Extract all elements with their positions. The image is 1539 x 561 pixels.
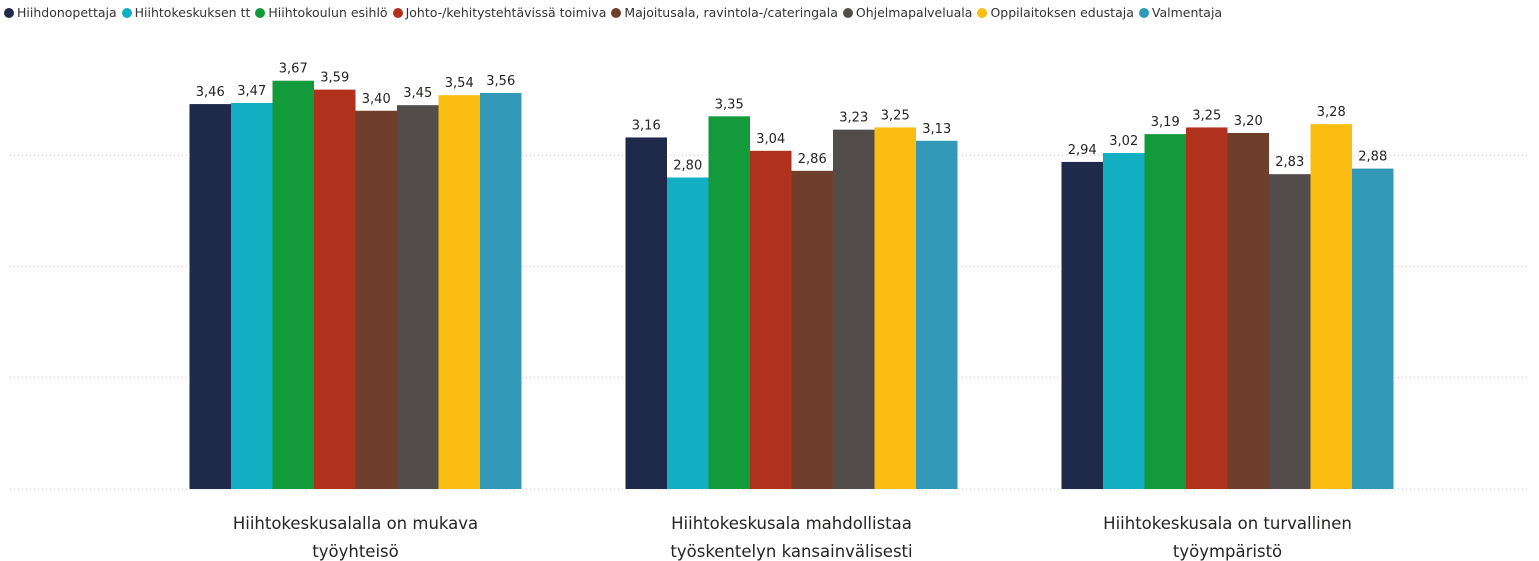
data-label: 3,28	[1317, 105, 1346, 120]
data-label: 3,40	[362, 92, 391, 107]
bar	[438, 95, 480, 490]
legend-item: Johto-/kehitystehtävissä toimiva	[392, 5, 607, 20]
data-label: 3,35	[715, 97, 744, 112]
legend-label: Hiihtokoulun esihlö	[268, 5, 388, 20]
data-label: 3,19	[1151, 115, 1180, 130]
bar	[1061, 161, 1103, 490]
bar	[189, 104, 231, 489]
bar	[1144, 134, 1186, 490]
legend-item: Hiihtokeskuksen tt	[121, 5, 251, 20]
x-tick-label: Hiihtokeskusala mahdollistaa työskentely…	[670, 514, 913, 561]
data-label: 2,88	[1358, 150, 1387, 165]
bar	[231, 102, 273, 490]
data-label: 2,80	[673, 159, 702, 174]
data-label: 3,13	[922, 122, 951, 137]
legend-label: Hiihtokeskuksen tt	[134, 5, 251, 20]
bar	[272, 80, 314, 490]
legend-dot	[1138, 7, 1149, 18]
data-label: 3,46	[196, 85, 225, 100]
bar	[1103, 153, 1145, 489]
bar	[1227, 133, 1269, 489]
bar	[625, 137, 667, 489]
data-label: 3,23	[839, 111, 868, 126]
bar	[355, 110, 397, 489]
data-label: 3,47	[237, 84, 266, 99]
data-label: 3,67	[279, 62, 308, 77]
legend-dot	[611, 7, 622, 18]
bar	[1269, 174, 1311, 489]
bar	[1310, 124, 1352, 489]
legend-item: Hiihdonopettaja	[4, 5, 117, 20]
x-tick-label: Hiihtokeskusala on turvallinen työympäri…	[1103, 514, 1352, 561]
legend-label: Majoitusala, ravintola-/cateringala	[624, 5, 838, 20]
bar	[791, 170, 833, 489]
data-label: 3,16	[632, 118, 661, 133]
legend-item: Majoitusala, ravintola-/cateringala	[611, 5, 838, 20]
data-label: 3,25	[881, 108, 910, 123]
data-label: 2,83	[1275, 155, 1304, 170]
bar	[874, 127, 916, 489]
bar	[750, 150, 792, 490]
bar	[480, 92, 522, 489]
bar	[833, 129, 875, 489]
legend-label: Valmentaja	[1151, 5, 1223, 20]
data-label: 2,94	[1068, 143, 1097, 158]
bar	[1186, 127, 1228, 489]
data-label: 3,59	[320, 71, 349, 86]
legend-label: Johto-/kehitystehtävissä toimiva	[405, 5, 607, 20]
data-label: 3,04	[756, 132, 785, 147]
legend-item: Valmentaja	[1138, 5, 1223, 20]
legend-dot	[392, 7, 403, 18]
data-label: 2,86	[798, 152, 827, 167]
legend-label: Ohjelmapalveluala	[855, 5, 973, 20]
data-label: 3,54	[445, 76, 474, 91]
data-label: 3,02	[1109, 134, 1138, 149]
legend-dot	[121, 7, 132, 18]
legend-label: Hiihdonopettaja	[17, 5, 117, 20]
legend-dot	[842, 7, 853, 18]
legend-dot	[4, 7, 14, 18]
x-tick-label: Hiihtokeskusalalla on mukava työyhteisö	[232, 514, 479, 561]
legend-dot	[255, 7, 266, 18]
bar	[667, 177, 709, 489]
bar	[1352, 168, 1394, 489]
data-label: 3,45	[403, 86, 432, 101]
legend-item: Oppilaitoksen edustaja	[977, 5, 1134, 20]
bar	[397, 105, 439, 489]
legend-item: Hiihtokoulun esihlö	[255, 5, 388, 20]
legend: Hiihdonopettaja Hiihtokeskuksen tt Hiihtok…	[4, 5, 1222, 20]
legend-item: Ohjelmapalveluala	[842, 5, 973, 20]
data-label: 3,56	[486, 74, 515, 89]
bar	[708, 116, 750, 489]
data-label: 3,20	[1234, 114, 1263, 129]
legend-label: Oppilaitoksen edustaja	[990, 5, 1134, 20]
bar	[916, 140, 958, 489]
data-label: 3,25	[1192, 108, 1221, 123]
legend-dot	[977, 7, 988, 18]
bar	[314, 89, 356, 490]
